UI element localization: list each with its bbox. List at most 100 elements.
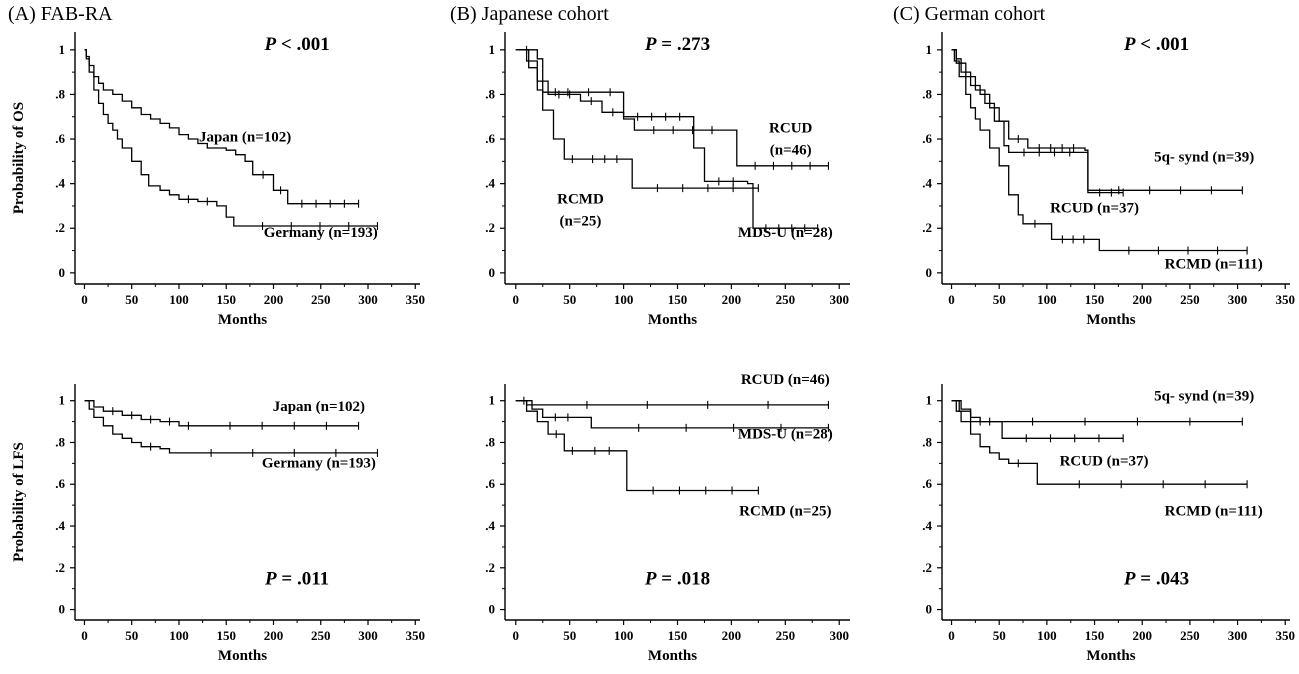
series-label: 5q- synd (n=39) <box>1154 149 1254 165</box>
x-tick-label: 100 <box>614 628 634 643</box>
km-curve <box>515 400 829 406</box>
x-tick-label: 200 <box>722 292 742 307</box>
y-tick-label: .2 <box>922 220 932 235</box>
x-axis-label: Months <box>1086 312 1135 328</box>
p-value-text: = .011 <box>277 568 330 589</box>
x-axis-label: Months <box>218 312 267 328</box>
p-value-label: P < .001 <box>1123 34 1189 55</box>
km-curve <box>515 49 759 189</box>
x-tick-label: 150 <box>1085 292 1105 307</box>
y-tick-label: .6 <box>922 131 932 146</box>
km-curve <box>515 49 818 229</box>
x-axis-label: Months <box>648 648 697 664</box>
y-tick-label: 0 <box>489 265 496 280</box>
km-curve <box>951 400 1124 439</box>
y-tick-label: .2 <box>55 220 65 235</box>
y-tick-label: .2 <box>55 560 65 575</box>
x-axis-label: Months <box>218 648 267 664</box>
plot-area: 0.2.4.6.810 50 100 150 200 250 300 350MonthsPro… <box>11 32 1295 664</box>
series-label: Germany (n=193) <box>264 225 378 241</box>
km-curve <box>951 400 1248 485</box>
y-tick-label: .4 <box>55 176 65 191</box>
y-tick-label: 1 <box>489 393 496 408</box>
y-tick-label: 0 <box>926 602 933 617</box>
km-curve <box>951 49 1243 191</box>
x-tick-label: 300 <box>1228 628 1248 643</box>
y-tick-label: 1 <box>926 42 933 57</box>
y-tick-label: .6 <box>485 131 495 146</box>
chart-b-os: 0 .2 .4 .6 .8 1 0 50 100 150 200 250 300 Months RCUD (n… <box>485 32 850 328</box>
y-tick-label: .6 <box>55 476 65 491</box>
chart-a-lfs: 0 .2 .4 .6 .8 1 0 50 100 150 200 250 300 350 Months Pro… <box>11 384 425 664</box>
p-value-symbol: P <box>1123 34 1136 55</box>
p-value-label: P = .273 <box>644 34 710 55</box>
y-tick-label: .6 <box>922 476 932 491</box>
p-value-symbol: P <box>644 568 657 589</box>
p-value-label: P < .001 <box>264 34 330 55</box>
x-tick-label: 100 <box>1037 292 1057 307</box>
x-tick-label: 350 <box>1275 628 1295 643</box>
y-tick-label: .4 <box>55 518 65 533</box>
x-tick-label: 350 <box>406 292 426 307</box>
x-tick-label: 300 <box>1228 292 1248 307</box>
x-tick-label: 100 <box>614 292 634 307</box>
series-label: 5q- synd (n=39) <box>1154 389 1254 405</box>
x-tick-label: 300 <box>358 628 378 643</box>
x-tick-label: 250 <box>1180 628 1200 643</box>
y-tick-label: .4 <box>485 518 495 533</box>
y-tick-label: .2 <box>485 560 495 575</box>
y-tick-label: 1 <box>59 393 66 408</box>
panel-title-b: (B) Japanese cohort <box>450 3 609 25</box>
x-tick-label: 100 <box>169 292 189 307</box>
km-curve <box>515 400 759 492</box>
y-tick-label: .8 <box>485 86 495 101</box>
y-tick-label: .4 <box>922 518 932 533</box>
x-tick-label: 350 <box>406 628 426 643</box>
km-curve <box>84 400 378 454</box>
y-tick-label: .8 <box>485 434 495 449</box>
y-tick-label: .6 <box>55 131 65 146</box>
x-tick-label: 300 <box>829 292 849 307</box>
chart-c-os: 0 .2 .4 .6 .8 1 0 50 100 150 200 250 300 350 Months 5q-… <box>922 32 1295 328</box>
p-value-text: = .043 <box>1136 568 1190 589</box>
x-axis-label: Months <box>1086 648 1135 664</box>
y-tick-label: 0 <box>59 265 66 280</box>
x-tick-label: 250 <box>311 628 331 643</box>
y-tick-label: .6 <box>485 476 495 491</box>
x-tick-label: 250 <box>1180 292 1200 307</box>
x-tick-label: 50 <box>563 292 576 307</box>
x-tick-label: 200 <box>722 628 742 643</box>
x-tick-label: 0 <box>948 292 955 307</box>
series-label: RCMD (n=111) <box>1165 256 1263 272</box>
y-tick-label: .8 <box>922 434 932 449</box>
km-curve <box>951 49 1124 194</box>
series-label: RCMD <box>557 192 604 208</box>
x-tick-label: 200 <box>1132 292 1152 307</box>
y-tick-label: 0 <box>59 602 66 617</box>
x-tick-label: 350 <box>1275 292 1295 307</box>
y-axis-label: Probability of OS <box>11 102 27 214</box>
series-label: RCUD (n=37) <box>1060 453 1149 469</box>
series-label: RCUD (n=46) <box>741 372 830 388</box>
x-tick-label: 50 <box>125 628 138 643</box>
y-tick-label: .4 <box>485 176 495 191</box>
p-value-text: = .018 <box>657 568 711 589</box>
x-tick-label: 250 <box>776 628 796 643</box>
p-value-symbol: P <box>264 34 277 55</box>
chart-c-lfs: 0 .2 .4 .6 .8 1 0 50 100 150 200 250 300 350 Months 5q-… <box>922 384 1295 664</box>
km-curve <box>515 400 829 429</box>
y-axis-label: Probability of LFS <box>11 442 27 562</box>
series-label: Japan (n=102) <box>199 129 291 145</box>
series-label: RCUD (n=37) <box>1050 201 1139 217</box>
y-tick-label: 0 <box>926 265 933 280</box>
p-value-symbol: P <box>264 568 277 589</box>
series-label: Japan (n=102) <box>273 399 365 415</box>
chart-a-os: 0 .2 .4 .6 .8 1 0 50 100 150 200 250 300 350 Months Pro… <box>11 32 425 328</box>
x-tick-label: 50 <box>993 292 1006 307</box>
series-label-sub: (n=46) <box>770 142 812 158</box>
series-label: RCMD (n=25) <box>739 504 831 520</box>
y-tick-label: .2 <box>922 560 932 575</box>
series-label-sub: (n=25) <box>560 214 602 230</box>
series-label: RCUD <box>769 120 812 136</box>
